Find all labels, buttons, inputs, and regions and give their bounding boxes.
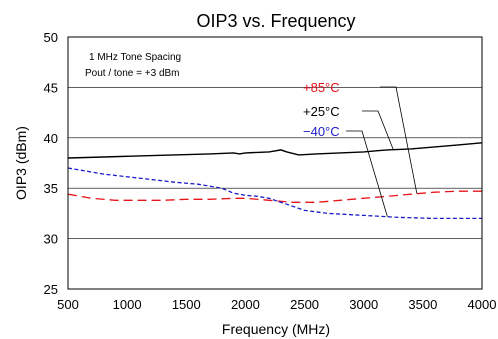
y-axis-label: OIP3 (dBm) bbox=[13, 126, 29, 200]
annotation-tone-spacing: 1 MHz Tone Spacing bbox=[89, 52, 181, 63]
series-line-1 bbox=[67, 142, 483, 159]
x-tick-label: 1000 bbox=[113, 297, 142, 312]
series-leader-1 bbox=[362, 110, 394, 150]
y-tick-label: 30 bbox=[44, 232, 58, 247]
series-label-2: −40°C bbox=[303, 124, 340, 139]
annotation-pout: Pout / tone = +3 dBm bbox=[85, 68, 180, 79]
x-tick-label: 3000 bbox=[349, 297, 378, 312]
y-tick-labels: 25 30 35 40 45 50 bbox=[44, 30, 58, 297]
grid-lines bbox=[68, 87, 482, 239]
series-line-2 bbox=[67, 167, 482, 220]
series-labels: +85°C +25°C −40°C bbox=[303, 80, 418, 217]
x-tick-label: 2500 bbox=[290, 297, 319, 312]
x-tick-label: 500 bbox=[57, 297, 79, 312]
x-tick-label: 2000 bbox=[231, 297, 260, 312]
x-tick-label: 4000 bbox=[468, 297, 497, 312]
plot-frame bbox=[67, 36, 483, 290]
x-tick-label: 3500 bbox=[408, 297, 437, 312]
y-tick-label: 45 bbox=[44, 80, 58, 95]
x-axis-label: Frequency (MHz) bbox=[222, 321, 330, 337]
series-label-1: +25°C bbox=[303, 104, 340, 119]
series-layer bbox=[67, 142, 483, 220]
series-line-0 bbox=[67, 190, 482, 203]
series-label-0: +85°C bbox=[303, 80, 340, 95]
series-leader-0 bbox=[380, 86, 418, 194]
x-tick-label: 1500 bbox=[172, 297, 201, 312]
x-tick-labels: 500 1000 1500 2000 2500 3000 3500 4000 bbox=[57, 297, 496, 312]
chart-title: OIP3 vs. Frequency bbox=[196, 11, 355, 31]
y-tick-label: 40 bbox=[44, 131, 58, 146]
y-tick-label: 50 bbox=[44, 30, 58, 45]
series-leader-2 bbox=[346, 130, 388, 217]
y-tick-label: 25 bbox=[44, 282, 58, 297]
y-tick-label: 35 bbox=[44, 181, 58, 196]
